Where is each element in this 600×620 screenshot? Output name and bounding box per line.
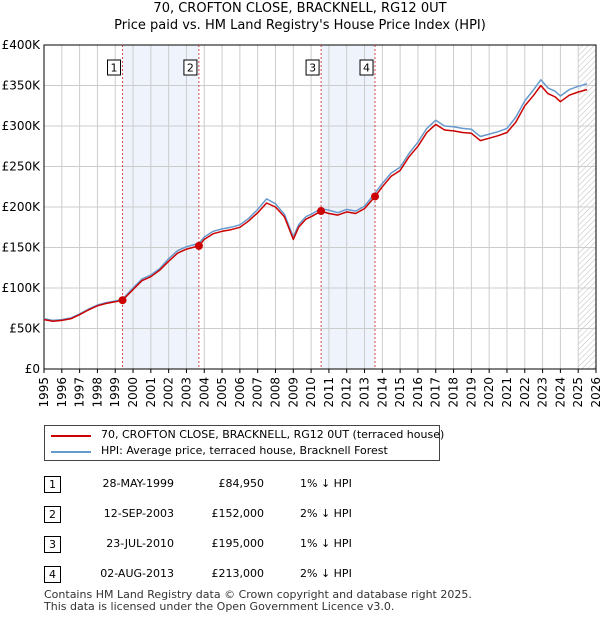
y-tick-label: £150K: [2, 241, 42, 255]
property-price-line: [43, 84, 588, 322]
x-tick-label: 1997: [73, 377, 87, 408]
plot-frame: [43, 44, 597, 370]
sale-marker-box: [107, 59, 122, 76]
x-tick-label: 2007: [251, 377, 265, 408]
sale-row: 3 23-JUL-2010 £195,000 1% ↓ HPI: [44, 536, 564, 554]
x-tick-label: 2023: [536, 377, 550, 408]
sale-marker-label: 4: [363, 62, 370, 75]
x-tick-label: 2001: [144, 377, 158, 408]
legend-label-property: 70, CROFTON CLOSE, BRACKNELL, RG12 0UT (…: [101, 428, 445, 441]
legend-swatch-property: [51, 435, 91, 437]
sale-date: 23-JUL-2010: [106, 537, 174, 550]
x-tick-label: 2024: [553, 377, 567, 408]
sale-marker-label: 1: [111, 62, 118, 75]
y-tick-label: £400K: [2, 38, 42, 52]
sale-row: 2 12-SEP-2003 £152,000 2% ↓ HPI: [44, 506, 564, 524]
x-tick-label: 2017: [429, 377, 443, 408]
sale-marker-box: [305, 59, 320, 76]
x-tick-label: 1995: [37, 377, 51, 408]
sale-hpi-diff: 1% ↓ HPI: [300, 477, 352, 490]
x-tick-label: 2022: [518, 377, 532, 408]
x-tick-label: 2011: [322, 377, 336, 408]
x-tick-label: 2020: [482, 377, 496, 408]
x-tick-label: 1996: [55, 377, 69, 408]
x-tick-label: 2009: [286, 377, 300, 408]
sale-price: £213,000: [211, 567, 265, 580]
x-tick-label: 2014: [375, 377, 389, 408]
x-tick-label: 2004: [197, 377, 211, 408]
chart-title: 70, CROFTON CLOSE, BRACKNELL, RG12 0UT: [153, 1, 447, 16]
x-tick-label: 2010: [304, 377, 318, 408]
y-tick-label: £350K: [2, 79, 42, 93]
chart-subtitle: Price paid vs. HM Land Registry's House …: [114, 18, 486, 33]
y-tick-label: £0: [25, 362, 40, 376]
x-tick-label: 2016: [411, 377, 425, 408]
x-tick-label: 2015: [393, 377, 407, 408]
x-tick-label: 2002: [162, 377, 176, 408]
sale-price: £84,950: [218, 477, 265, 490]
sale-marker-box: [359, 59, 374, 76]
x-tick-label: 2008: [268, 377, 282, 408]
y-tick-label: £50K: [9, 322, 41, 336]
price-chart: £0 £50K £100K £150K £200K £250K £300K £350K £400…: [2, 38, 600, 408]
sale-number-badge: 2: [44, 506, 61, 523]
footer-copyright: Contains HM Land Registry data © Crown c…: [44, 588, 472, 601]
sale-point: [371, 192, 380, 201]
sale-number-badge: 1: [44, 476, 61, 493]
sale-hpi-diff: 2% ↓ HPI: [300, 567, 352, 580]
x-tick-label: 2005: [215, 377, 229, 408]
sale-number-badge: 4: [44, 566, 61, 583]
x-tick-label: 2006: [233, 377, 247, 408]
sale-hpi-diff: 2% ↓ HPI: [300, 507, 352, 520]
hpi-line: [43, 79, 588, 322]
x-tick-label: 2021: [500, 377, 514, 408]
sale-marker-box: [183, 59, 198, 76]
x-tick-label: 2013: [358, 377, 372, 408]
sale-date: 28-MAY-1999: [102, 477, 174, 490]
sale-number-badge: 3: [44, 536, 61, 553]
x-tick-label: 1998: [90, 377, 104, 408]
sale-point: [317, 207, 326, 216]
x-tick-label: 2025: [571, 377, 585, 408]
sale-price: £152,000: [211, 507, 265, 520]
sale-point: [194, 241, 203, 250]
x-tick-label: 2000: [126, 377, 140, 408]
legend-label-hpi: HPI: Average price, terraced house, Brac…: [101, 444, 388, 457]
chart-legend: 70, CROFTON CLOSE, BRACKNELL, RG12 0UT (…: [44, 425, 444, 461]
x-tick-label: 2003: [179, 377, 193, 408]
sale-point: [118, 296, 127, 305]
sale-marker-label: 3: [309, 62, 316, 75]
sale-row: 4 02-AUG-2013 £213,000 2% ↓ HPI: [44, 566, 564, 584]
x-tick-label: 2026: [589, 377, 600, 408]
y-tick-label: £200K: [2, 200, 42, 214]
sale-row: 1 28-MAY-1999 £84,950 1% ↓ HPI: [44, 476, 564, 494]
footer-licence: This data is licensed under the Open Gov…: [44, 600, 395, 613]
y-tick-label: £300K: [2, 119, 42, 133]
y-tick-label: £100K: [2, 281, 42, 295]
x-tick-label: 2012: [340, 377, 354, 408]
sale-date: 12-SEP-2003: [103, 507, 174, 520]
sale-hpi-diff: 1% ↓ HPI: [300, 537, 352, 550]
sale-date: 02-AUG-2013: [100, 567, 174, 580]
sale-marker-label: 2: [187, 62, 194, 75]
x-tick-label: 2018: [447, 377, 461, 408]
x-tick-label: 2019: [464, 377, 478, 408]
sale-price: £195,000: [211, 537, 265, 550]
x-tick-label: 1999: [108, 377, 122, 408]
legend-swatch-hpi: [51, 451, 91, 453]
y-tick-label: £250K: [2, 160, 42, 174]
